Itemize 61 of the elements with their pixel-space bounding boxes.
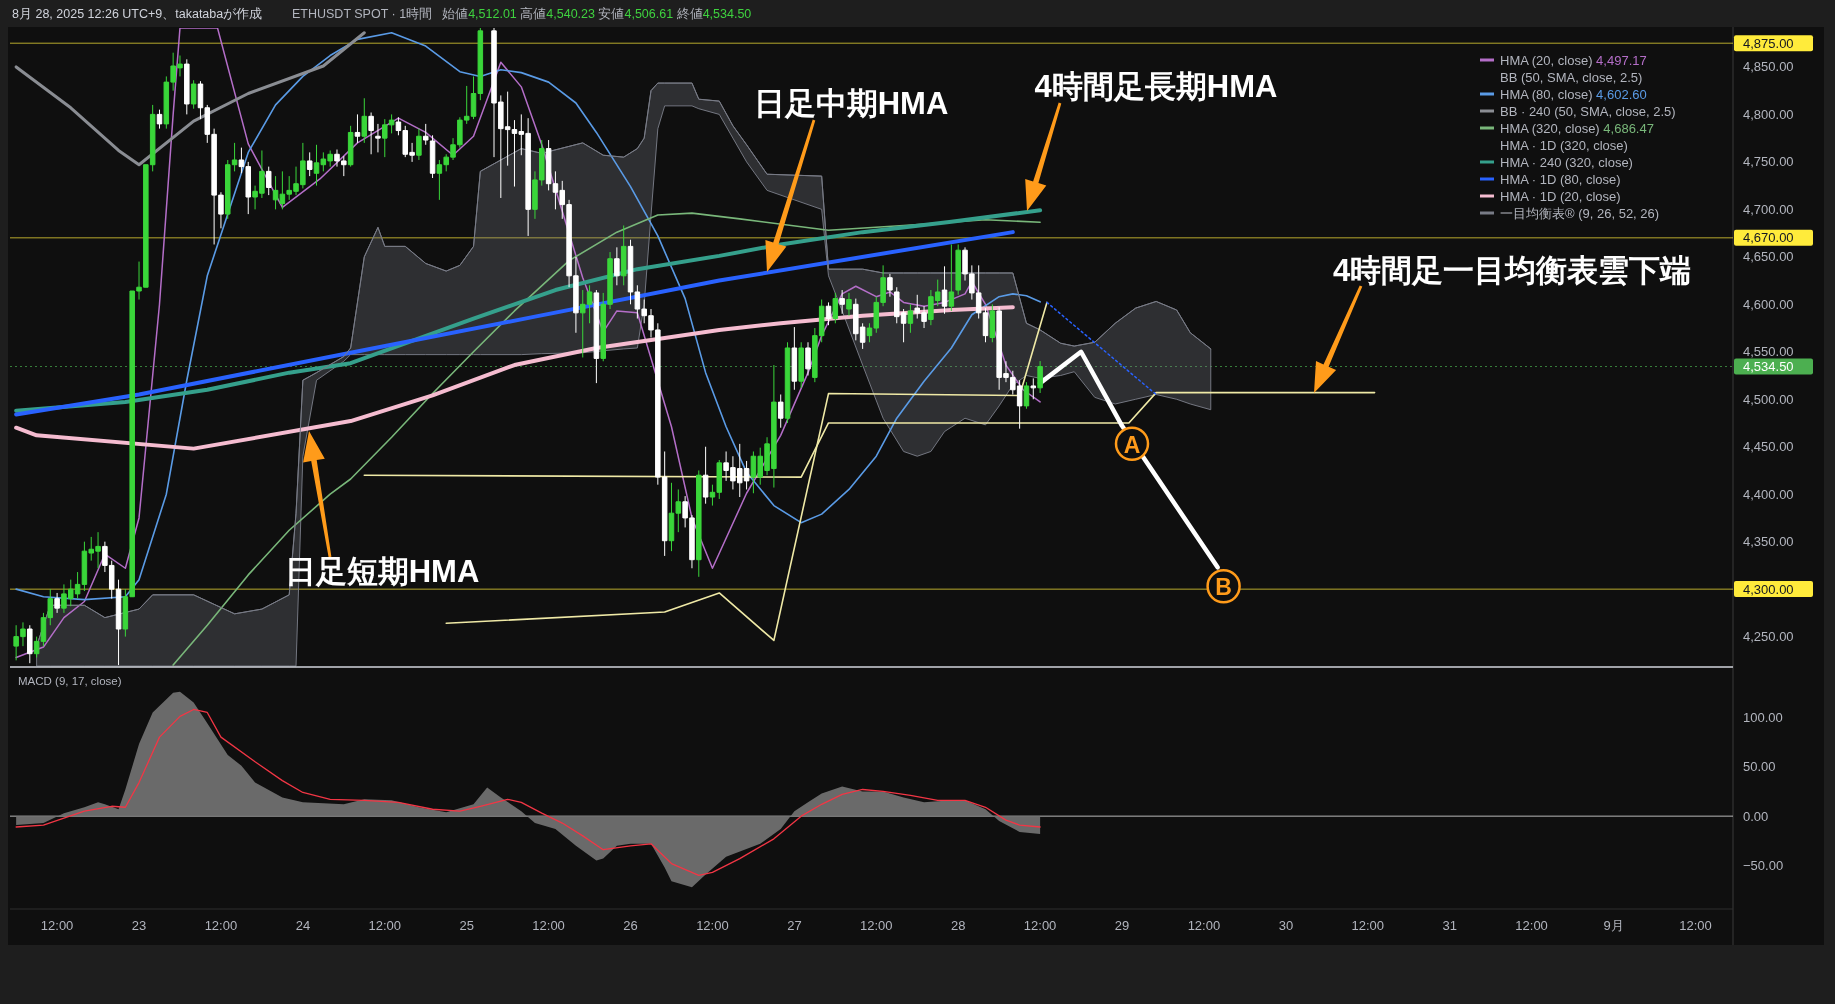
annotation: 日足短期HMA — [284, 553, 480, 589]
legend-label: HMA (20, close) 4,497.17 — [1500, 52, 1647, 68]
y-tick-label: 0.00 — [1743, 808, 1769, 824]
x-tick-label: 12:00 — [696, 917, 729, 933]
x-tick-label: 23 — [131, 917, 147, 933]
y-tick-label: 4,850.00 — [1743, 59, 1794, 75]
y-tick-label: 4,400.00 — [1743, 486, 1794, 502]
annotation: A — [1123, 431, 1141, 458]
x-tick-label: 29 — [1114, 917, 1130, 933]
x-tick-label: 12:00 — [1351, 917, 1385, 933]
ref-line-label: 4,670.00 — [1743, 230, 1794, 246]
ref-line-label: 4,300.00 — [1743, 581, 1794, 597]
annotation: 日足中期HMA — [753, 85, 949, 121]
legend-label: BB · 240 (50, SMA, close, 2.5) — [1500, 103, 1676, 119]
x-tick-label: 30 — [1278, 917, 1294, 933]
x-tick-label: 24 — [295, 917, 311, 933]
x-tick-label: 12:00 — [1679, 917, 1712, 933]
x-tick-label: 12:00 — [1515, 917, 1548, 933]
x-tick-label: 9月 — [1603, 917, 1624, 933]
x-tick-label: 27 — [787, 917, 802, 933]
legend-label: HMA · 1D (80, close) — [1500, 171, 1621, 187]
y-tick-label: 4,800.00 — [1743, 106, 1794, 122]
legend-label: HMA · 1D (20, close) — [1500, 188, 1621, 204]
text: MACD (9, 17, close) — [18, 675, 122, 687]
legend-label: HMA (320, close) 4,686.47 — [1500, 120, 1654, 136]
y-tick-label: 50.00 — [1743, 759, 1776, 775]
x-tick-label: 28 — [950, 917, 966, 933]
x-tick-label: 12:00 — [368, 917, 402, 933]
annotation: B — [1215, 574, 1232, 601]
annotation: HMA · 1D (320, close) — [1500, 137, 1628, 153]
x-tick-label: 12:00 — [532, 917, 565, 933]
y-tick-label: 4,650.00 — [1743, 249, 1794, 265]
annotation: 4時間足一目均衡表雲下端 — [1332, 252, 1692, 288]
x-tick-label: 31 — [1442, 917, 1457, 933]
y-tick-label: 4,750.00 — [1743, 154, 1794, 170]
legend-label: HMA · 240 (320, close) — [1500, 154, 1633, 170]
text: 8月 28, 2025 12:26 UTC+9、takatabaが作成 — [12, 7, 263, 21]
chart-subtitle: 始値4,512.01 高値4,540.23 安値4,506.61 終値4,534.50 — [442, 6, 752, 21]
ref-line-label: 4,534.50 — [1743, 359, 1794, 374]
y-tick-label: 4,450.00 — [1743, 439, 1794, 455]
y-tick-label: −50.00 — [1743, 858, 1784, 873]
chart-title: ETHUSDT SPOT · 1時間 — [292, 7, 433, 21]
legend-label: HMA (80, close) 4,602.60 — [1500, 86, 1647, 102]
x-tick-label: 25 — [459, 917, 474, 933]
y-tick-label: 4,350.00 — [1743, 534, 1794, 550]
y-tick-label: 4,550.00 — [1743, 344, 1794, 360]
y-tick-label: 4,250.00 — [1743, 629, 1794, 645]
y-tick-label: 4,700.00 — [1743, 201, 1794, 217]
y-tick-label: 4,500.00 — [1743, 391, 1794, 407]
x-tick-label: 26 — [623, 917, 638, 933]
x-tick-label: 12:00 — [40, 917, 74, 933]
y-tick-label: 100.00 — [1743, 709, 1783, 725]
annotation: 4時間足長期HMA — [1034, 68, 1278, 104]
x-tick-label: 12:00 — [204, 917, 238, 933]
x-tick-label: 12:00 — [1023, 917, 1057, 933]
ref-line-label: 4,875.00 — [1743, 35, 1794, 51]
annotation: BB (50, SMA, close, 2.5) — [1500, 69, 1643, 85]
legend-label: 一目均衡表® (9, 26, 52, 26) — [1500, 205, 1660, 221]
y-tick-label: 4,600.00 — [1743, 296, 1794, 312]
x-tick-label: 12:00 — [860, 917, 893, 933]
x-tick-label: 12:00 — [1187, 917, 1221, 933]
